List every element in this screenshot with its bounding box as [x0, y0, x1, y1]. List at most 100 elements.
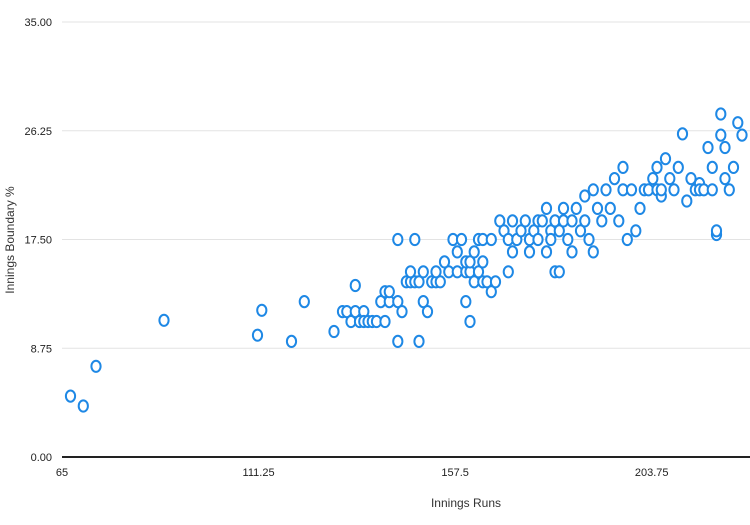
data-point — [723, 183, 735, 197]
data-points — [64, 107, 748, 413]
x-tick-label: 111.25 — [243, 467, 275, 479]
data-point — [417, 295, 429, 309]
gridlines — [62, 21, 750, 349]
y-tick-label: 17.50 — [24, 235, 52, 247]
data-point — [574, 224, 587, 238]
data-point — [506, 214, 519, 228]
data-point — [587, 183, 599, 197]
x-axis-title: Innings Runs — [431, 496, 501, 510]
data-point — [710, 224, 723, 238]
data-point — [621, 232, 633, 247]
data-point — [676, 127, 689, 141]
data-point — [600, 183, 612, 197]
data-point — [727, 160, 740, 174]
data-point — [604, 201, 616, 215]
data-point — [553, 265, 565, 279]
data-point — [468, 245, 480, 259]
data-point — [591, 201, 604, 215]
data-point — [651, 160, 663, 174]
x-tick-label: 203.75 — [635, 467, 669, 479]
data-point — [90, 359, 102, 373]
data-point — [536, 214, 548, 228]
y-axis-ticks: 0.00 8.75 17.50 26.25 35.00 — [24, 17, 52, 464]
data-point — [719, 140, 731, 155]
data-point — [540, 201, 553, 215]
data-point — [409, 232, 421, 247]
data-point — [736, 128, 748, 142]
data-point — [251, 328, 264, 342]
data-point — [634, 201, 646, 215]
data-point — [557, 201, 570, 215]
data-point — [417, 265, 429, 279]
y-tick-label: 8.75 — [31, 343, 52, 355]
y-axis-title: Innings Boundary % — [3, 186, 17, 294]
data-point — [413, 275, 425, 289]
data-point — [434, 275, 446, 289]
data-point — [523, 245, 536, 259]
data-point — [392, 232, 404, 247]
data-point — [617, 160, 629, 174]
data-point — [596, 214, 608, 228]
y-tick-label: 35.00 — [24, 17, 52, 29]
data-point — [515, 224, 527, 238]
data-point — [625, 183, 638, 197]
data-point — [285, 334, 298, 348]
data-point — [566, 214, 578, 228]
y-tick-label: 26.25 — [24, 126, 52, 138]
x-tick-label: 157.5 — [441, 467, 469, 479]
y-tick-label: 0.00 — [31, 452, 52, 464]
data-point — [421, 305, 434, 319]
data-point — [608, 172, 621, 186]
data-point — [349, 278, 361, 293]
data-point — [630, 224, 642, 238]
data-point — [477, 255, 489, 269]
data-point — [506, 245, 519, 259]
data-point — [715, 128, 727, 142]
data-point — [460, 295, 472, 309]
data-point — [256, 303, 268, 317]
x-tick-label: 65 — [56, 467, 68, 479]
data-point — [438, 255, 451, 269]
data-point — [647, 172, 659, 186]
data-point — [659, 152, 672, 166]
data-point — [579, 189, 591, 203]
data-point — [540, 245, 553, 259]
data-point — [668, 183, 680, 197]
data-point — [672, 160, 684, 174]
data-point — [489, 275, 502, 289]
data-point — [562, 232, 574, 247]
data-point — [413, 334, 425, 348]
data-point — [383, 285, 395, 299]
data-point — [655, 183, 667, 197]
data-point — [472, 265, 485, 279]
data-point — [702, 140, 714, 155]
data-point — [519, 214, 531, 228]
data-point — [464, 314, 476, 329]
data-point — [464, 255, 476, 269]
data-point — [664, 172, 676, 186]
data-point — [587, 245, 599, 259]
x-axis-ticks: 65 111.25 157.5 203.75 — [56, 467, 669, 479]
data-point — [706, 183, 718, 197]
data-point — [613, 214, 625, 228]
data-point — [64, 389, 77, 403]
data-point — [328, 324, 340, 339]
data-point — [532, 232, 544, 247]
data-point — [570, 201, 582, 215]
data-point — [732, 116, 744, 130]
data-point — [392, 334, 404, 348]
data-point — [430, 265, 442, 279]
data-point — [158, 313, 170, 327]
data-point — [545, 232, 557, 247]
data-point — [502, 265, 514, 279]
data-point — [404, 265, 417, 279]
data-point — [396, 305, 408, 319]
data-point — [298, 295, 310, 309]
data-point — [379, 314, 391, 329]
data-point — [583, 232, 595, 247]
data-point — [392, 295, 404, 309]
data-point — [719, 172, 731, 186]
data-point — [77, 399, 89, 413]
data-point — [455, 232, 468, 247]
